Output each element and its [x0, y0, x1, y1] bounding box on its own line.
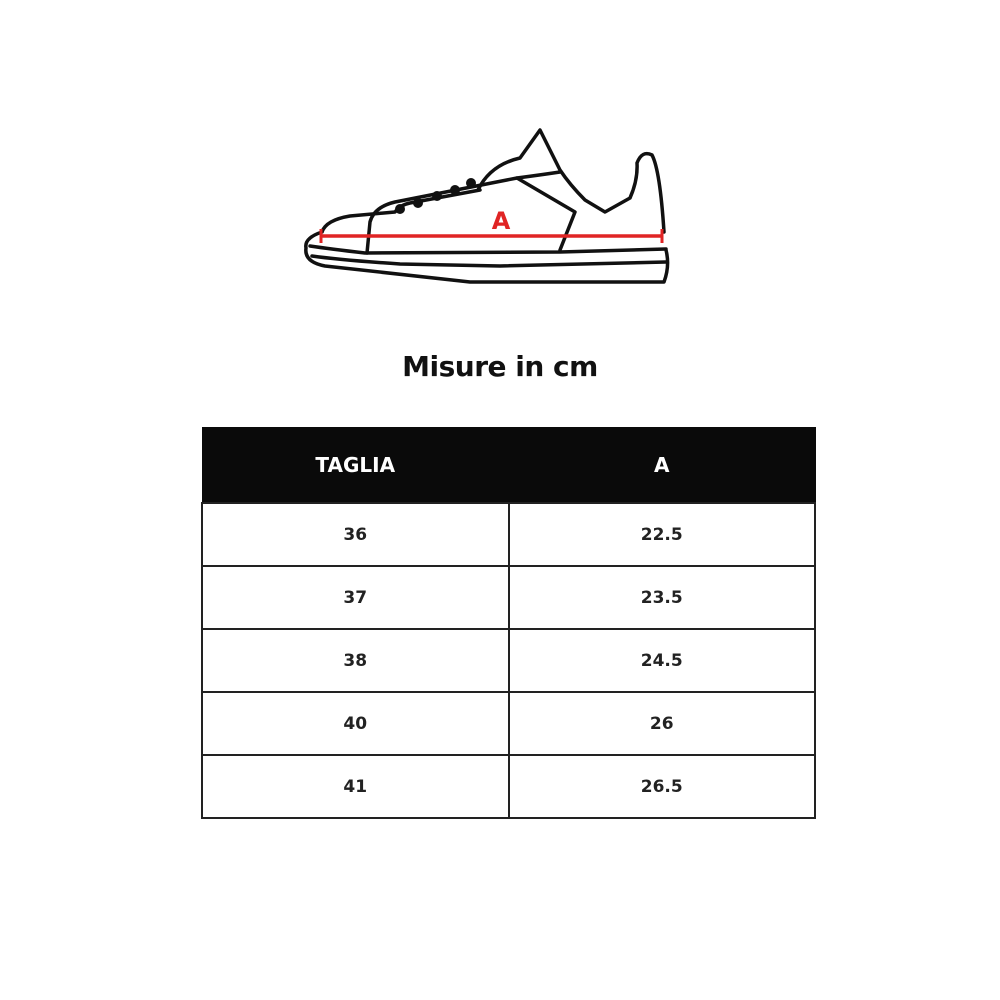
table-row: 38 24.5: [201, 628, 816, 693]
table-header: TAGLIA A: [201, 427, 816, 504]
cell-length: 24.5: [507, 628, 816, 693]
measure-label: A: [492, 207, 511, 235]
header-a: A: [508, 427, 816, 504]
cell-size: 37: [201, 565, 510, 630]
table-row: 36 22.5: [201, 502, 816, 567]
page-title: Misure in cm: [402, 350, 598, 383]
table-row: 41 26.5: [201, 754, 816, 819]
shoe-outline: [304, 128, 670, 284]
cell-length: 22.5: [507, 502, 816, 567]
cell-length: 26.5: [507, 754, 816, 819]
cell-size: 40: [201, 691, 510, 756]
measure-line-a: [319, 229, 664, 243]
cell-length: 26: [507, 691, 816, 756]
size-table: TAGLIA A 36 22.5 37 23.5 38 24.5 40 26 41 26.…: [201, 427, 816, 819]
cell-size: 36: [201, 502, 510, 567]
shoe-diagram: A: [304, 128, 670, 284]
lace-holes: [395, 178, 476, 214]
header-taglia: TAGLIA: [201, 427, 509, 504]
table-row: 37 23.5: [201, 565, 816, 630]
cell-size: 38: [201, 628, 510, 693]
cell-size: 41: [201, 754, 510, 819]
table-row: 40 26: [201, 691, 816, 756]
cell-length: 23.5: [507, 565, 816, 630]
